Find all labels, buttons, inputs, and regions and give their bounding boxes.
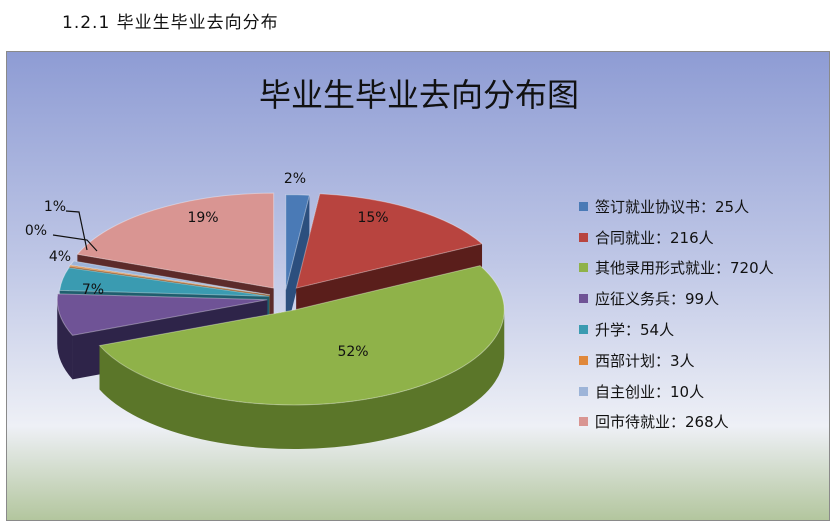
- legend-label: 西部计划：3人: [595, 351, 695, 370]
- legend-label: 应征义务兵：99人: [595, 290, 720, 309]
- legend-item: 应征义务兵：99人: [579, 283, 774, 314]
- legend-swatch: [579, 263, 588, 273]
- leader-line: [52, 234, 98, 252]
- percent-label: 2%: [284, 171, 306, 187]
- legend-item: 升学：54人: [579, 314, 774, 345]
- legend-label: 升学：54人: [595, 321, 675, 340]
- pie-chart: 2% 15% 52% 7% 4%0% 1% 19%: [7, 52, 829, 520]
- legend-swatch: [579, 355, 588, 365]
- percent-label: 0%: [25, 223, 47, 239]
- legend-item: 自主创业：10人: [579, 376, 774, 407]
- legend-item: 签订就业协议书：25人: [579, 191, 774, 222]
- legend-swatch: [579, 386, 588, 396]
- percent-label: 52%: [337, 344, 368, 360]
- percent-label: 15%: [357, 210, 388, 226]
- percent-label: 4%: [49, 249, 71, 265]
- legend-swatch: [579, 232, 588, 242]
- pie-slice: [285, 194, 311, 334]
- legend-item: 合同就业：216人: [579, 222, 774, 253]
- legend-item: 回市待就业：268人: [579, 407, 774, 438]
- legend-label: 自主创业：10人: [595, 382, 705, 401]
- legend-swatch: [579, 294, 588, 304]
- chart-legend: 签订就业协议书：25人 合同就业：216人其他录用形式就业：720人 应征义务兵：9…: [579, 191, 774, 437]
- legend-label: 其他录用形式就业：720人: [595, 259, 774, 278]
- chart-frame: 2% 15% 52% 7% 4% 0% 1% 19% 毕业生毕业去向分布图 签订就业协议书：2…: [6, 51, 830, 521]
- leader-line: [65, 210, 88, 251]
- legend-item: 西部计划：3人: [579, 345, 774, 376]
- legend-label: 回市待就业：268人: [595, 413, 729, 432]
- chart-title: 毕业生毕业去向分布图: [258, 76, 579, 114]
- legend-label: 签订就业协议书：25人: [595, 197, 750, 216]
- legend-swatch: [579, 201, 588, 211]
- legend-label: 合同就业：216人: [595, 228, 714, 247]
- percent-label: 7%: [82, 282, 104, 298]
- legend-swatch: [579, 325, 588, 335]
- section-heading: 1.2.1 毕业生毕业去向分布: [62, 13, 279, 33]
- legend-item: 其他录用形式就业：720人: [579, 253, 774, 284]
- percent-label: 19%: [187, 210, 218, 226]
- pie-slice: [98, 265, 505, 449]
- percent-label: 1%: [44, 199, 66, 215]
- legend-swatch: [579, 417, 588, 427]
